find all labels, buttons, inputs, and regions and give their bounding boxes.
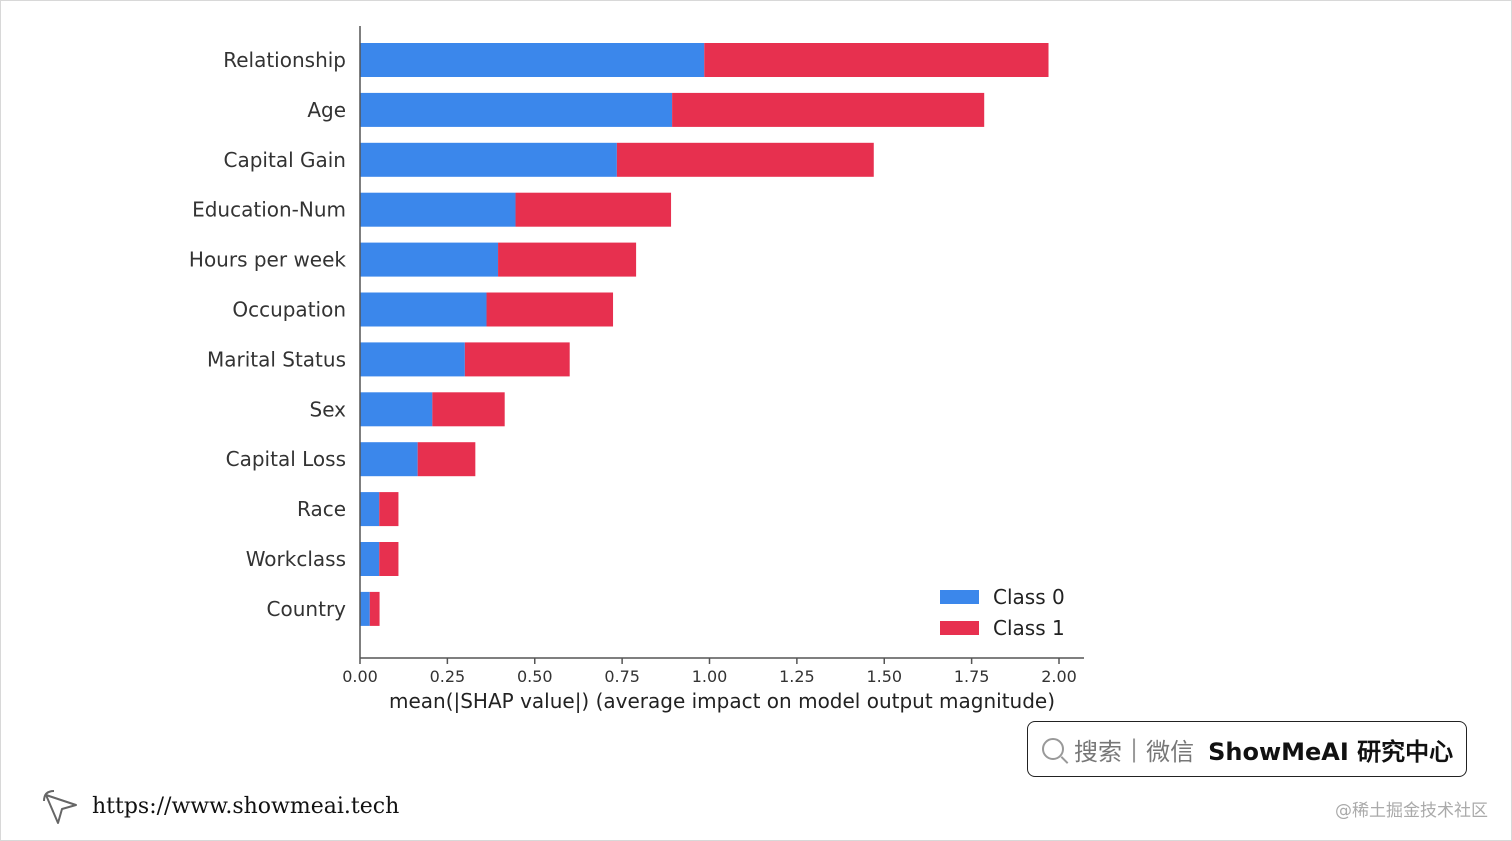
bar-hours-per-week-class-1 [498,242,637,277]
bar-relationship-class-1 [704,43,1049,77]
bar-workclass-class-1 [379,542,399,576]
bar-education-num-class-1 [515,192,672,227]
bar-marital-status-class-1 [464,342,570,377]
legend-swatch-class-1 [940,621,979,635]
legend-label-class-0: Class 0 [993,585,1065,609]
x-tick-label: 0.25 [430,667,466,686]
bar-capital-gain-class-1 [616,142,874,177]
x-ticks: 0.00 0.25 0.50 0.75 1.00 1.25 1.50 1.75 2.00 [342,658,1077,686]
bar-hours-per-week-class-0 [360,242,499,277]
search-label: 搜索 [1074,737,1122,766]
bar-workclass-class-0 [360,542,380,576]
search-box[interactable]: 搜索 | 微信 ShowMeAI 研究中心 [1027,721,1467,777]
x-tick-label: 1.00 [692,667,728,686]
bar-sex-class-1 [432,392,505,427]
bar-age-class-0 [360,92,673,127]
search-channel: 微信 [1146,737,1195,766]
search-separator: | [1130,735,1139,763]
x-tick-label: 1.50 [866,667,902,686]
shap-bar-chart: Relationship Age Capital Gain Education-Num… [189,26,1084,713]
bar-sex-class-0 [360,392,433,427]
y-tick-label: Race [297,497,346,521]
y-tick-labels: Relationship Age Capital Gain Education-Num… [189,48,346,621]
y-tick-label: Relationship [223,48,346,72]
bar-capital-loss-class-1 [417,442,476,477]
y-tick-label: Hours per week [189,248,346,272]
watermark: @稀土掘金技术社区 [1335,801,1488,821]
bar-age-class-1 [672,92,985,127]
x-tick-label: 2.00 [1041,667,1077,686]
y-tick-label: Sex [310,397,347,421]
y-tick-label: Capital Gain [224,148,346,172]
x-tick-label: 0.75 [604,667,640,686]
y-tick-label: Age [307,98,346,122]
y-tick-label: Country [267,597,347,621]
x-axis-label: mean(|SHAP value|) (average impact on mo… [389,689,1055,713]
search-brand: ShowMeAI 研究中心 [1208,737,1454,766]
y-tick-label: Workclass [246,547,346,571]
bar-race-class-0 [360,492,380,527]
bar-marital-status-class-0 [360,342,465,377]
footer-link[interactable]: https://www.showmeai.tech [42,786,399,826]
bar-race-class-1 [379,492,399,527]
search-icon [1042,738,1064,760]
bar-country-class-1 [369,591,380,626]
bar-country-class-0 [360,591,370,626]
bar-occupation-class-1 [486,292,614,327]
y-tick-label: Marital Status [207,347,346,371]
x-tick-label: 0.00 [342,667,378,686]
bars-group [360,43,1049,626]
bar-occupation-class-0 [360,292,487,327]
bar-education-num-class-0 [360,192,516,227]
cursor-icon [43,790,77,824]
bar-capital-gain-class-0 [360,142,617,177]
footer-url-text: https://www.showmeai.tech [92,793,400,819]
x-tick-label: 0.50 [517,667,553,686]
bar-relationship-class-0 [360,43,705,77]
legend-label-class-1: Class 1 [993,616,1065,640]
legend-swatch-class-0 [940,590,979,604]
bar-capital-loss-class-0 [360,442,418,477]
y-tick-label: Occupation [232,298,346,322]
y-tick-label: Capital Loss [226,447,346,471]
x-tick-label: 1.75 [954,667,990,686]
x-tick-label: 1.25 [779,667,815,686]
legend: Class 0 Class 1 [940,585,1065,640]
y-tick-label: Education-Num [192,198,346,222]
